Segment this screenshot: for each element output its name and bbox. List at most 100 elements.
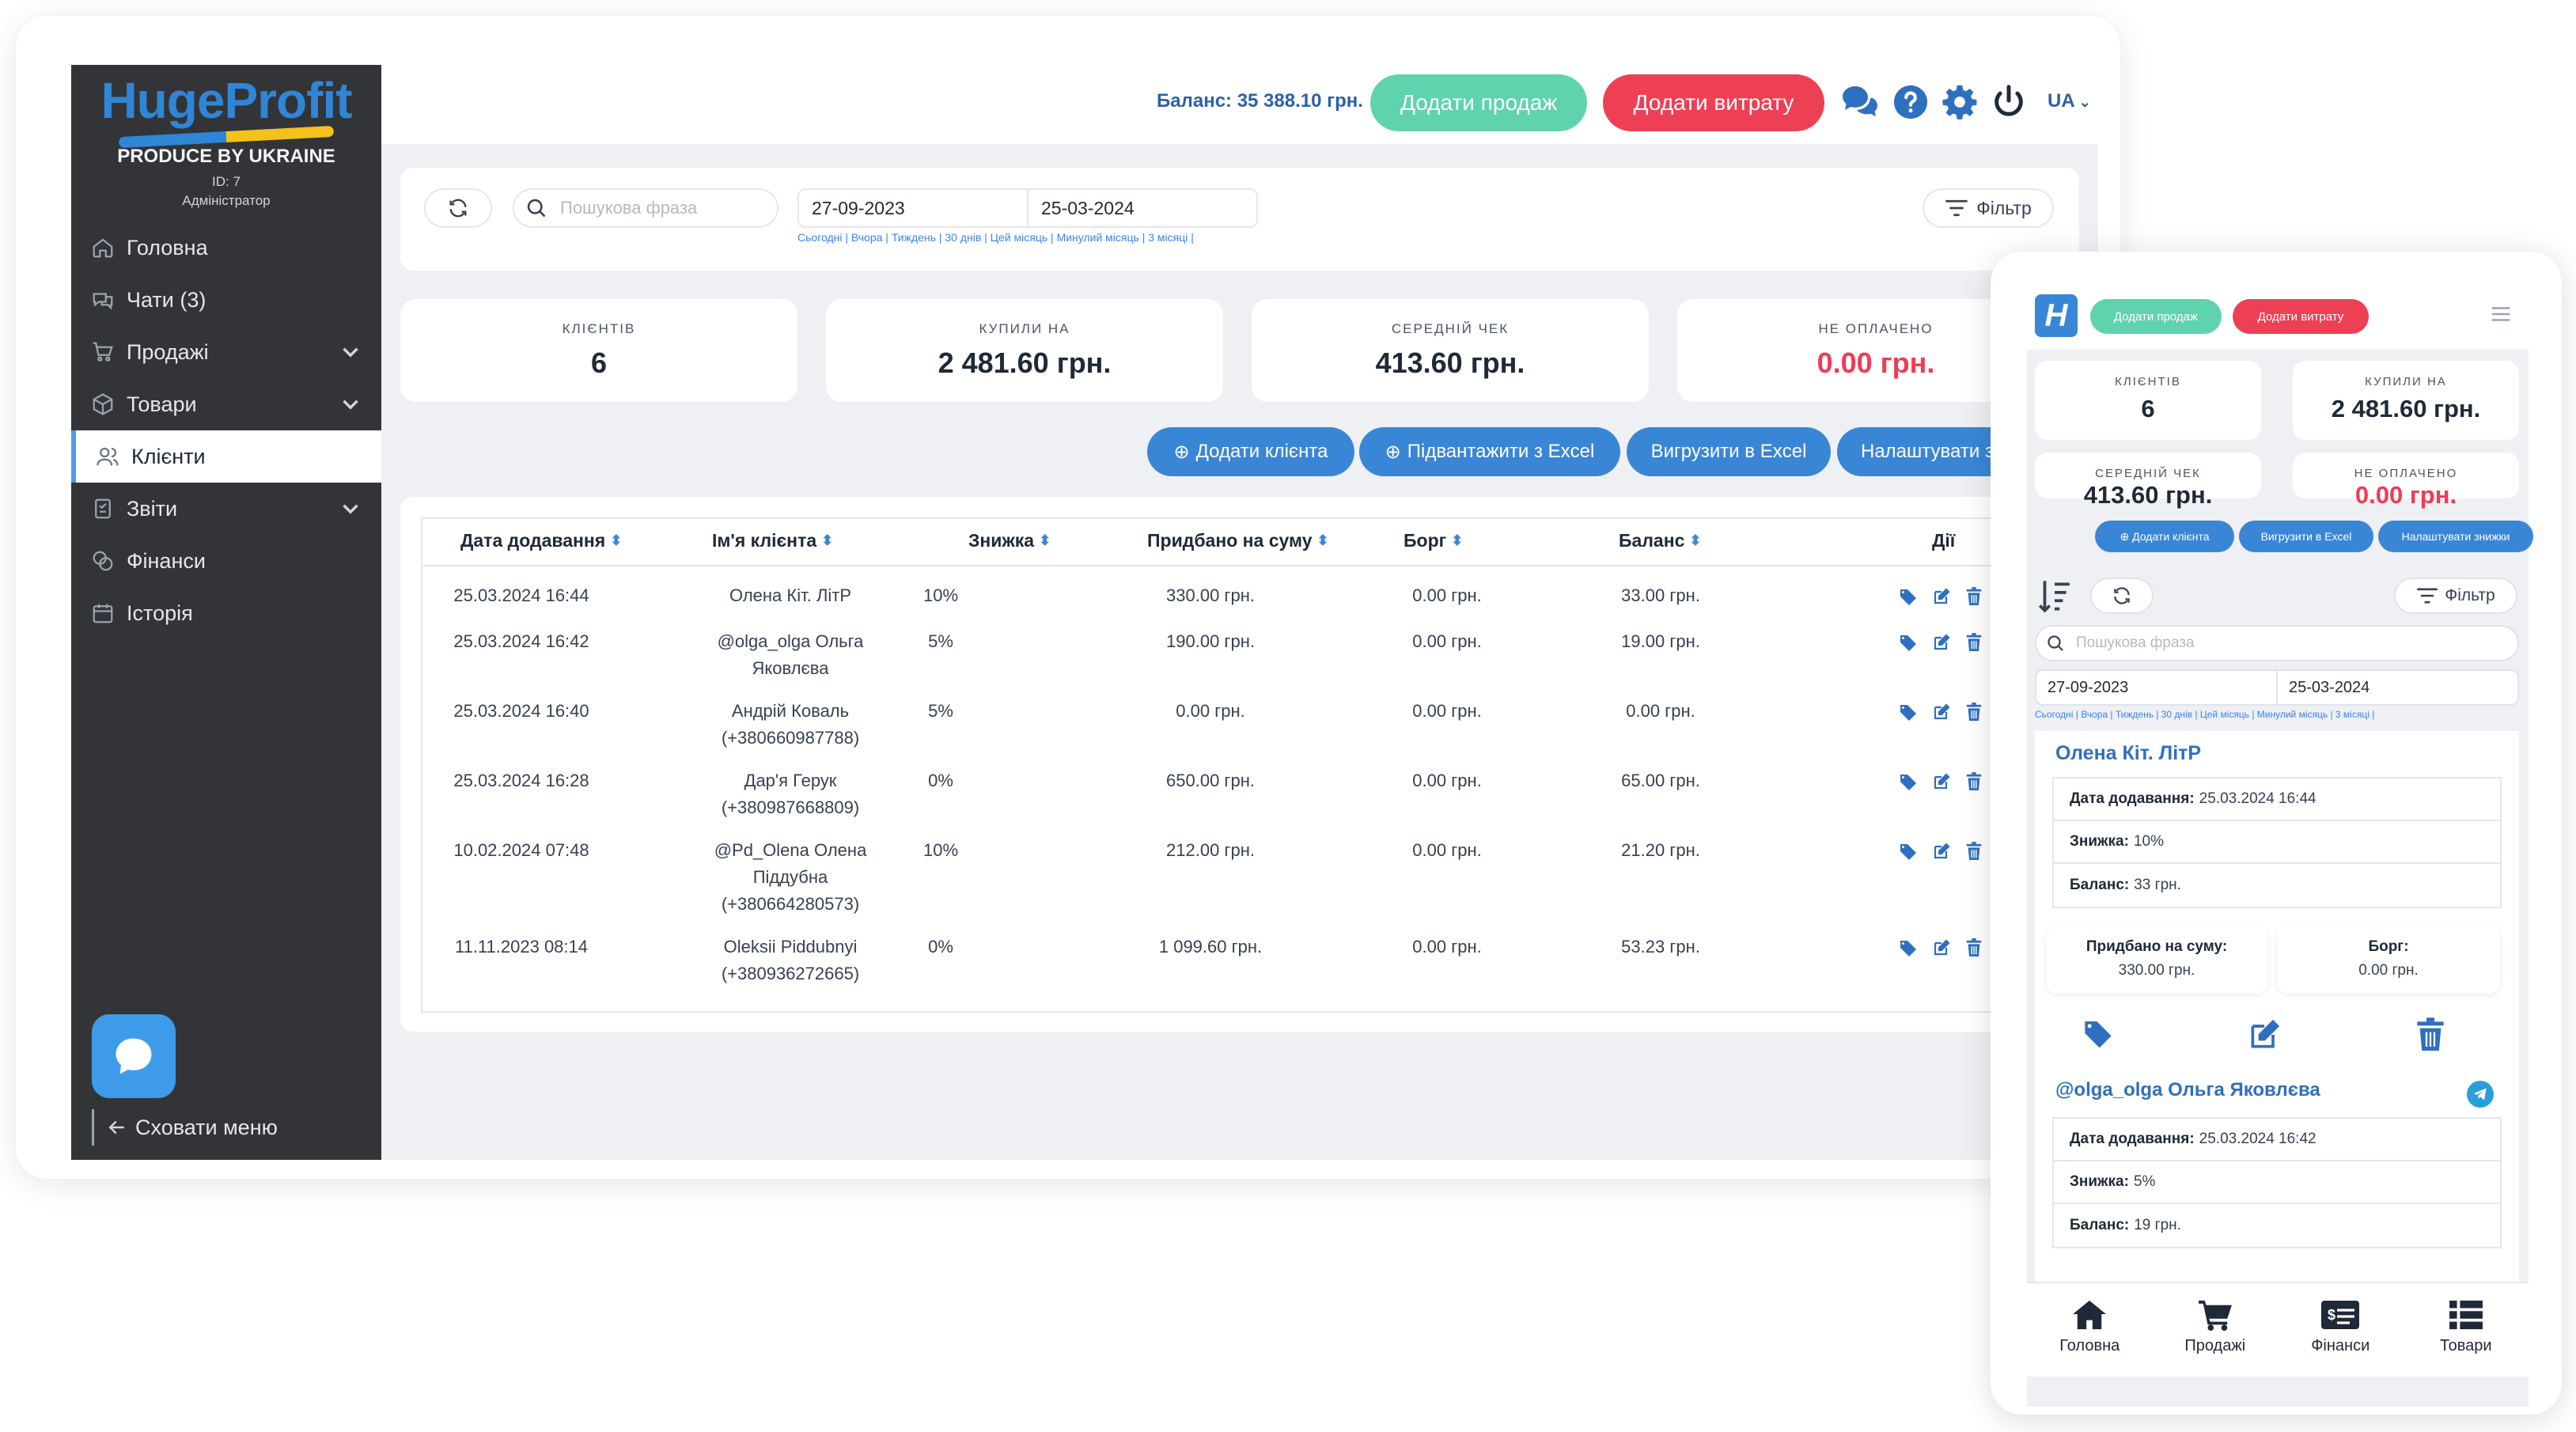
sidebar-item-history[interactable]: Історія bbox=[71, 587, 381, 639]
edit-icon[interactable] bbox=[1932, 633, 1951, 652]
list-icon bbox=[2449, 1300, 2483, 1330]
support-chat-button[interactable] bbox=[92, 1014, 176, 1098]
tag-icon[interactable] bbox=[1899, 703, 1918, 722]
bottom-nav-label: Фінанси bbox=[2311, 1337, 2370, 1354]
sort-icon: ⬍ bbox=[1451, 532, 1464, 548]
date-from-field[interactable]: 27-09-2023 bbox=[2036, 671, 2278, 704]
export-excel-button[interactable]: Вигрузити в Excel bbox=[1627, 427, 1831, 476]
box-icon bbox=[89, 390, 117, 419]
mobile-search-field[interactable] bbox=[2035, 625, 2519, 661]
client-card-name[interactable]: Олена Кіт. ЛітР bbox=[2055, 742, 2202, 764]
hamburger-menu-icon[interactable] bbox=[2489, 302, 2513, 326]
chats-icon[interactable] bbox=[1840, 82, 1880, 122]
hide-menu-button[interactable]: Сховати меню bbox=[92, 1109, 278, 1146]
tag-icon[interactable] bbox=[1899, 633, 1918, 652]
stat-label: клієнтів bbox=[562, 321, 636, 336]
filter-button[interactable]: Фільтр bbox=[1923, 188, 2054, 228]
trash-icon[interactable] bbox=[1965, 842, 1983, 861]
date-from-field[interactable]: 27-09-2023 bbox=[799, 190, 1029, 226]
tag-icon[interactable] bbox=[1899, 772, 1918, 791]
edit-icon[interactable] bbox=[1932, 842, 1951, 861]
bottom-nav-home[interactable]: Головна bbox=[2027, 1283, 2153, 1377]
quick-date-ranges[interactable]: Сьогодні | Вчора | Тиждень | 30 днів | Ц… bbox=[797, 231, 1194, 244]
search-field[interactable] bbox=[513, 188, 778, 228]
column-header-discount[interactable]: Знижка ⬍ bbox=[968, 530, 1051, 551]
trash-icon[interactable] bbox=[1965, 772, 1983, 791]
column-header-actions: Дії bbox=[1932, 530, 1956, 551]
client-card-name[interactable]: @olga_olga Ольга Яковлєва bbox=[2055, 1079, 2320, 1101]
mobile-date-range-picker[interactable]: 27-09-2023 25-03-2024 bbox=[2035, 669, 2519, 706]
tag-icon[interactable] bbox=[1899, 842, 1918, 861]
add-sale-button[interactable]: Додати продаж bbox=[1370, 74, 1587, 131]
sidebar-item-chats[interactable]: Чати (3) bbox=[71, 274, 381, 326]
cell-client-name[interactable]: Олена Кіт. ЛітР bbox=[660, 582, 921, 609]
trash-icon[interactable] bbox=[1965, 587, 1983, 606]
mobile-add-expense-button[interactable]: Додати витрату bbox=[2233, 299, 2369, 334]
cell-client-name[interactable]: @olga_olga Ольга Яковлєва bbox=[660, 628, 921, 682]
cell-sum: 1 099.60 грн. bbox=[1158, 937, 1263, 957]
language-select[interactable]: UA ⌄ bbox=[2048, 90, 2091, 112]
telegram-icon[interactable] bbox=[2467, 1081, 2494, 1108]
row-actions bbox=[1899, 587, 1983, 606]
edit-icon[interactable] bbox=[1932, 587, 1951, 606]
date-to-field[interactable]: 25-03-2024 bbox=[1041, 197, 1135, 218]
column-header-debt[interactable]: Борг ⬍ bbox=[1404, 530, 1463, 551]
mobile-quick-date-ranges[interactable]: Сьогодні | Вчора | Тиждень | 30 днів | Ц… bbox=[2035, 709, 2375, 720]
mobile-add-client-button[interactable]: ⊕ Додати клієнта bbox=[2095, 521, 2234, 552]
edit-icon[interactable] bbox=[2247, 1017, 2282, 1052]
bottom-nav-goods[interactable]: Товари bbox=[2404, 1283, 2529, 1377]
mobile-discount-settings-button[interactable]: Налаштувати знижки bbox=[2378, 521, 2533, 552]
mobile-logo[interactable]: H bbox=[2035, 294, 2078, 337]
date-to-field[interactable]: 25-03-2024 bbox=[2289, 678, 2370, 696]
search-input[interactable] bbox=[559, 197, 756, 219]
cell-client-name[interactable]: Oleksii Piddubnyi (+380936272665) bbox=[660, 934, 921, 987]
column-header-sum[interactable]: Придбано на суму ⬍ bbox=[1147, 530, 1329, 551]
column-header-date[interactable]: Дата додавання ⬍ bbox=[460, 530, 622, 551]
refresh-button[interactable] bbox=[424, 188, 492, 228]
sidebar-item-finance[interactable]: Фінанси bbox=[71, 535, 381, 587]
bottom-nav-sales[interactable]: Продажі bbox=[2153, 1283, 2279, 1377]
chevron-down-icon[interactable] bbox=[337, 339, 364, 366]
date-range-picker[interactable]: 27-09-2023 25-03-2024 bbox=[797, 188, 1258, 228]
add-expense-button[interactable]: Додати витрату bbox=[1603, 74, 1824, 131]
tag-icon[interactable] bbox=[1899, 587, 1918, 606]
edit-icon[interactable] bbox=[1932, 703, 1951, 722]
edit-icon[interactable] bbox=[1932, 772, 1951, 791]
edit-icon[interactable] bbox=[1932, 938, 1951, 957]
cell-client-name[interactable]: @Pd_Olena Олена Піддубна (+380664280573) bbox=[660, 837, 921, 918]
sort-order-icon[interactable] bbox=[2035, 576, 2074, 616]
users-icon bbox=[93, 442, 122, 471]
chevron-down-icon[interactable] bbox=[337, 391, 364, 418]
sidebar-item-reports[interactable]: Звіти bbox=[71, 483, 381, 535]
gear-icon[interactable] bbox=[1940, 82, 1979, 122]
mobile-add-sale-button[interactable]: Додати продаж bbox=[2090, 299, 2222, 334]
cell-client-name[interactable]: Андрій Коваль (+380660987788) bbox=[660, 698, 921, 752]
sidebar-item-home[interactable]: Головна bbox=[71, 222, 381, 274]
sidebar-item-clients[interactable]: Клієнти bbox=[71, 430, 381, 483]
mobile-filter-button[interactable]: Фільтр bbox=[2394, 578, 2517, 614]
tag-icon[interactable] bbox=[2082, 1017, 2114, 1049]
sidebar-item-sales[interactable]: Продажі bbox=[71, 326, 381, 378]
trash-icon[interactable] bbox=[1965, 938, 1983, 957]
trash-icon[interactable] bbox=[2415, 1017, 2446, 1052]
tag-icon[interactable] bbox=[1899, 938, 1918, 957]
top-bar: Баланс: 35 388.10 грн. Додати продаж Дод… bbox=[381, 65, 2098, 144]
mobile-preview: H Додати продаж Додати витрату клієнтів … bbox=[1991, 252, 2562, 1415]
column-header-label: Борг bbox=[1404, 530, 1447, 551]
sidebar-item-goods[interactable]: Товари bbox=[71, 378, 381, 430]
column-header-name[interactable]: Ім'я клієнта ⬍ bbox=[712, 530, 833, 551]
add-client-button[interactable]: ⊕ Додати клієнта bbox=[1147, 427, 1354, 476]
mobile-export-excel-button[interactable]: Вигрузити в Excel bbox=[2239, 521, 2373, 552]
mobile-search-input[interactable] bbox=[2074, 634, 2486, 653]
power-icon[interactable] bbox=[1989, 82, 2029, 122]
trash-icon[interactable] bbox=[1965, 633, 1983, 652]
column-header-balance[interactable]: Баланс ⬍ bbox=[1619, 530, 1702, 551]
bottom-nav-finance[interactable]: $ Фінанси bbox=[2278, 1283, 2404, 1377]
mobile-refresh-button[interactable] bbox=[2090, 578, 2154, 614]
chevron-down-icon[interactable] bbox=[337, 495, 364, 522]
trash-icon[interactable] bbox=[1965, 703, 1983, 722]
cell-client-name[interactable]: Дар'я Герук (+380987668809) bbox=[660, 767, 921, 821]
import-excel-button[interactable]: ⊕ Підвантажити з Excel bbox=[1359, 427, 1620, 476]
help-icon[interactable] bbox=[1891, 82, 1930, 122]
brand-logo[interactable]: HugeProfit bbox=[100, 72, 352, 129]
